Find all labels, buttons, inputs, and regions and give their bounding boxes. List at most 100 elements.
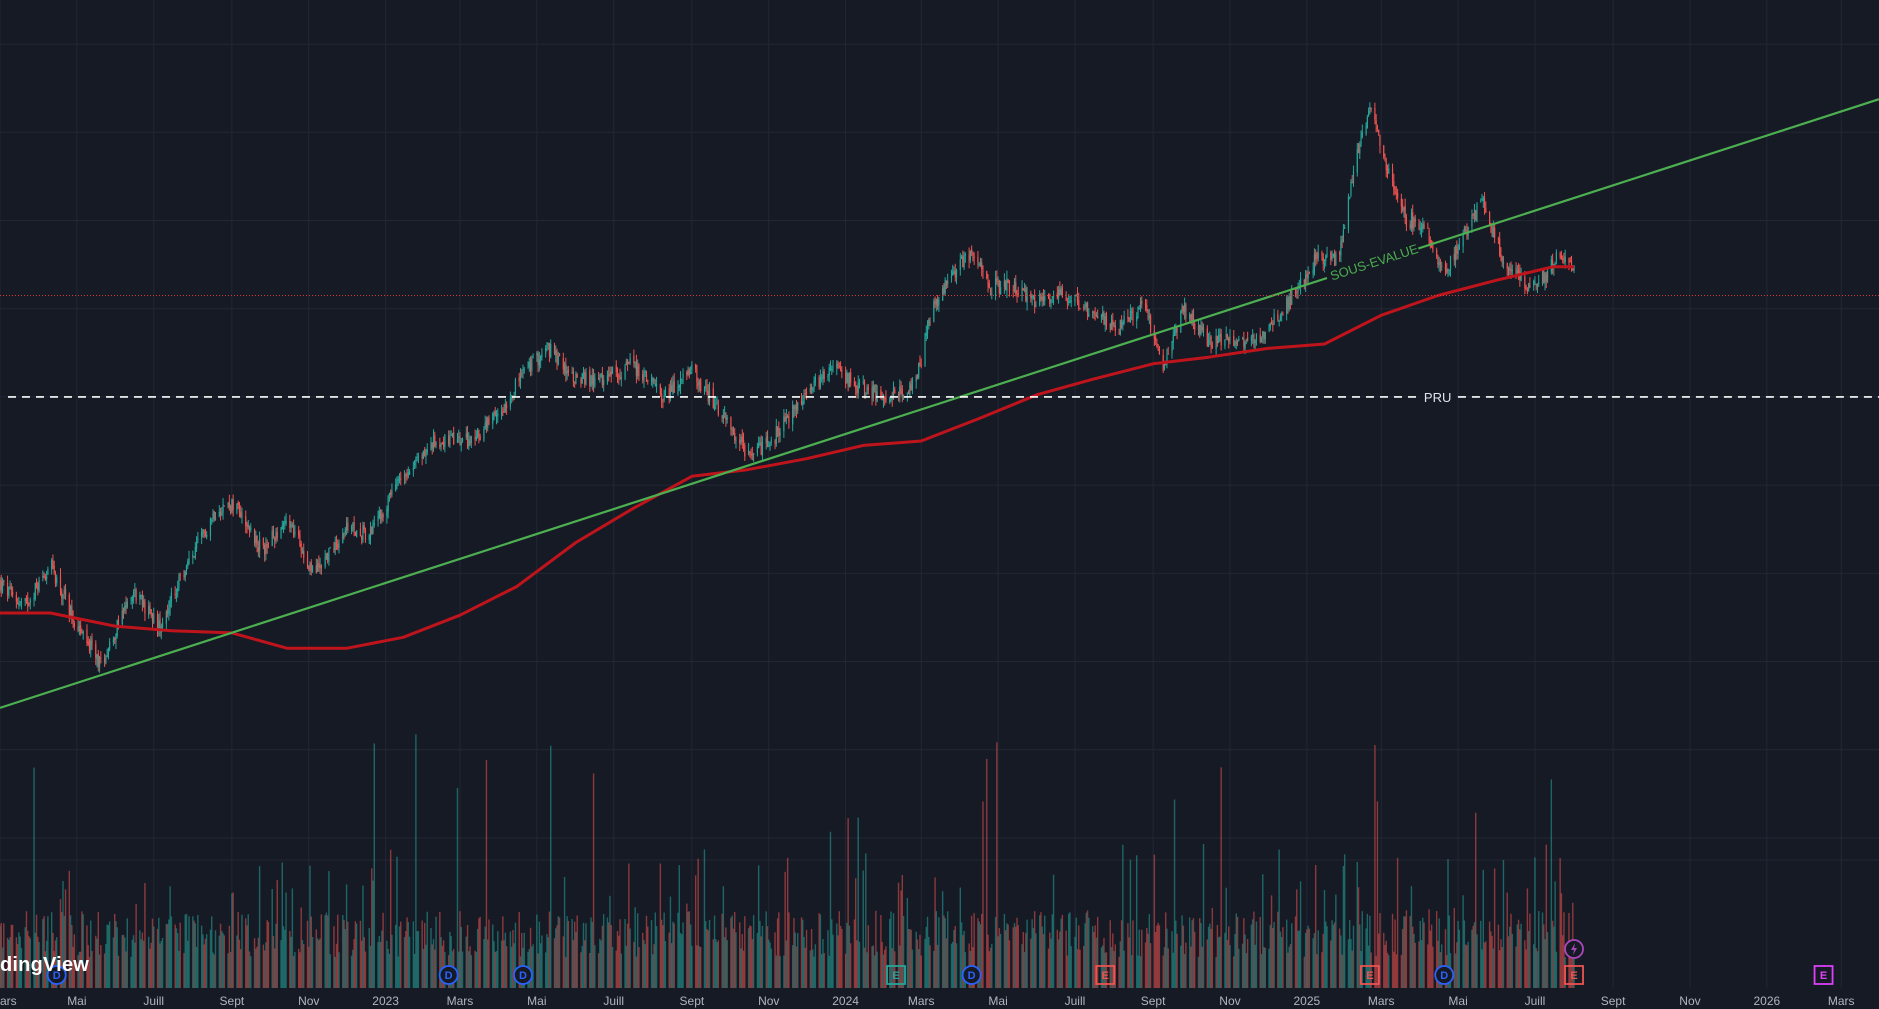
volume-bar — [600, 940, 602, 988]
candle-body — [558, 353, 561, 356]
volume-bar — [1244, 934, 1246, 988]
candle-body — [871, 387, 873, 400]
earnings-icon[interactable] — [1564, 965, 1584, 985]
dividend-icon[interactable] — [1434, 965, 1455, 985]
volume-bar — [502, 916, 504, 988]
candle-body — [563, 365, 566, 371]
dividend-icon[interactable] — [961, 965, 982, 985]
volume-bar — [20, 947, 23, 988]
candle-body — [576, 374, 578, 378]
volume-bar — [858, 941, 861, 988]
volume-bar — [3, 923, 5, 988]
candle-body — [1139, 302, 1142, 306]
volume-bar — [1083, 945, 1085, 988]
volume-bar — [456, 788, 459, 988]
candle-body — [6, 582, 9, 595]
volume-bar — [1183, 953, 1186, 988]
dividend-icon[interactable] — [438, 965, 459, 985]
volume-bar — [1193, 931, 1196, 988]
volume-bar — [505, 946, 508, 988]
volume-bar — [625, 945, 628, 988]
candle-body — [518, 377, 520, 382]
volume-bar — [731, 915, 733, 988]
volume-bar — [532, 944, 534, 988]
earnings-icon[interactable] — [1813, 965, 1834, 985]
candle-body — [275, 532, 277, 540]
volume-bar — [1437, 940, 1439, 988]
volume-bar — [757, 865, 760, 988]
volume-bar — [749, 925, 751, 988]
volume-bar — [805, 929, 808, 988]
volume-bar — [1379, 913, 1381, 988]
volume-bar — [153, 926, 155, 988]
volume-bar — [408, 936, 411, 988]
candle-body — [1254, 340, 1256, 344]
volume-bar — [1030, 938, 1032, 988]
volume-bar — [1114, 944, 1117, 988]
candle-body — [972, 252, 974, 256]
candle-body — [750, 452, 752, 456]
volume-bar — [770, 948, 772, 988]
candle-body — [1456, 246, 1458, 254]
volume-bar — [1015, 926, 1017, 988]
candle-body — [34, 582, 36, 599]
candle-body — [783, 416, 785, 432]
volume-bar — [211, 916, 213, 988]
candle-body — [1410, 213, 1413, 229]
volume-bar — [227, 953, 229, 988]
volume-bar — [1234, 933, 1236, 988]
volume-bar — [1050, 938, 1052, 988]
volume-bar — [413, 953, 416, 988]
volume-bar — [218, 935, 220, 988]
volume-bar — [1086, 910, 1089, 988]
earnings-icon[interactable] — [886, 965, 906, 985]
volume-bar — [970, 915, 973, 988]
volume-bar — [1067, 913, 1070, 988]
candle-body — [708, 389, 711, 403]
candle-body — [178, 576, 180, 588]
candle-body — [400, 478, 402, 480]
volume-bar — [1096, 916, 1099, 988]
candle-body — [1279, 315, 1281, 321]
volume-bar — [484, 926, 486, 988]
candle-body — [95, 644, 97, 659]
x-tick-label: 2025 — [1294, 994, 1321, 1008]
dividend-icon[interactable] — [513, 965, 533, 985]
volume-bar — [256, 946, 258, 988]
candle-body — [10, 587, 12, 590]
volume-bar — [176, 933, 179, 988]
candle-body — [1420, 227, 1423, 231]
candle-body — [759, 442, 761, 444]
volume-bar — [194, 923, 197, 988]
candle-body — [1289, 297, 1292, 305]
volume-bar — [679, 932, 682, 988]
volume-bar — [1074, 936, 1076, 988]
candle-body — [1419, 228, 1421, 230]
candle-body — [82, 631, 84, 635]
candle-body — [998, 280, 1000, 294]
candle-body — [206, 534, 208, 538]
candle-body — [459, 435, 461, 445]
trend-line[interactable] — [0, 98, 1879, 709]
candle-body — [255, 535, 257, 544]
candle-body — [1525, 288, 1527, 290]
candle-body — [223, 505, 225, 507]
candle-body — [690, 371, 692, 374]
volume-bar — [1457, 921, 1459, 988]
dividend-icon[interactable] — [46, 965, 67, 985]
event-letter: D — [445, 970, 453, 982]
earnings-icon[interactable] — [1359, 965, 1380, 985]
candle-body — [1391, 168, 1394, 181]
candle-body — [1039, 293, 1041, 306]
candle-body — [978, 263, 980, 265]
candle-body — [1573, 265, 1575, 271]
volume-bar — [1428, 909, 1430, 988]
candle-body — [116, 620, 118, 636]
earnings-icon[interactable] — [1095, 965, 1116, 985]
candle-body — [311, 566, 314, 572]
candle-body — [897, 393, 900, 398]
candle-body — [1307, 272, 1309, 279]
